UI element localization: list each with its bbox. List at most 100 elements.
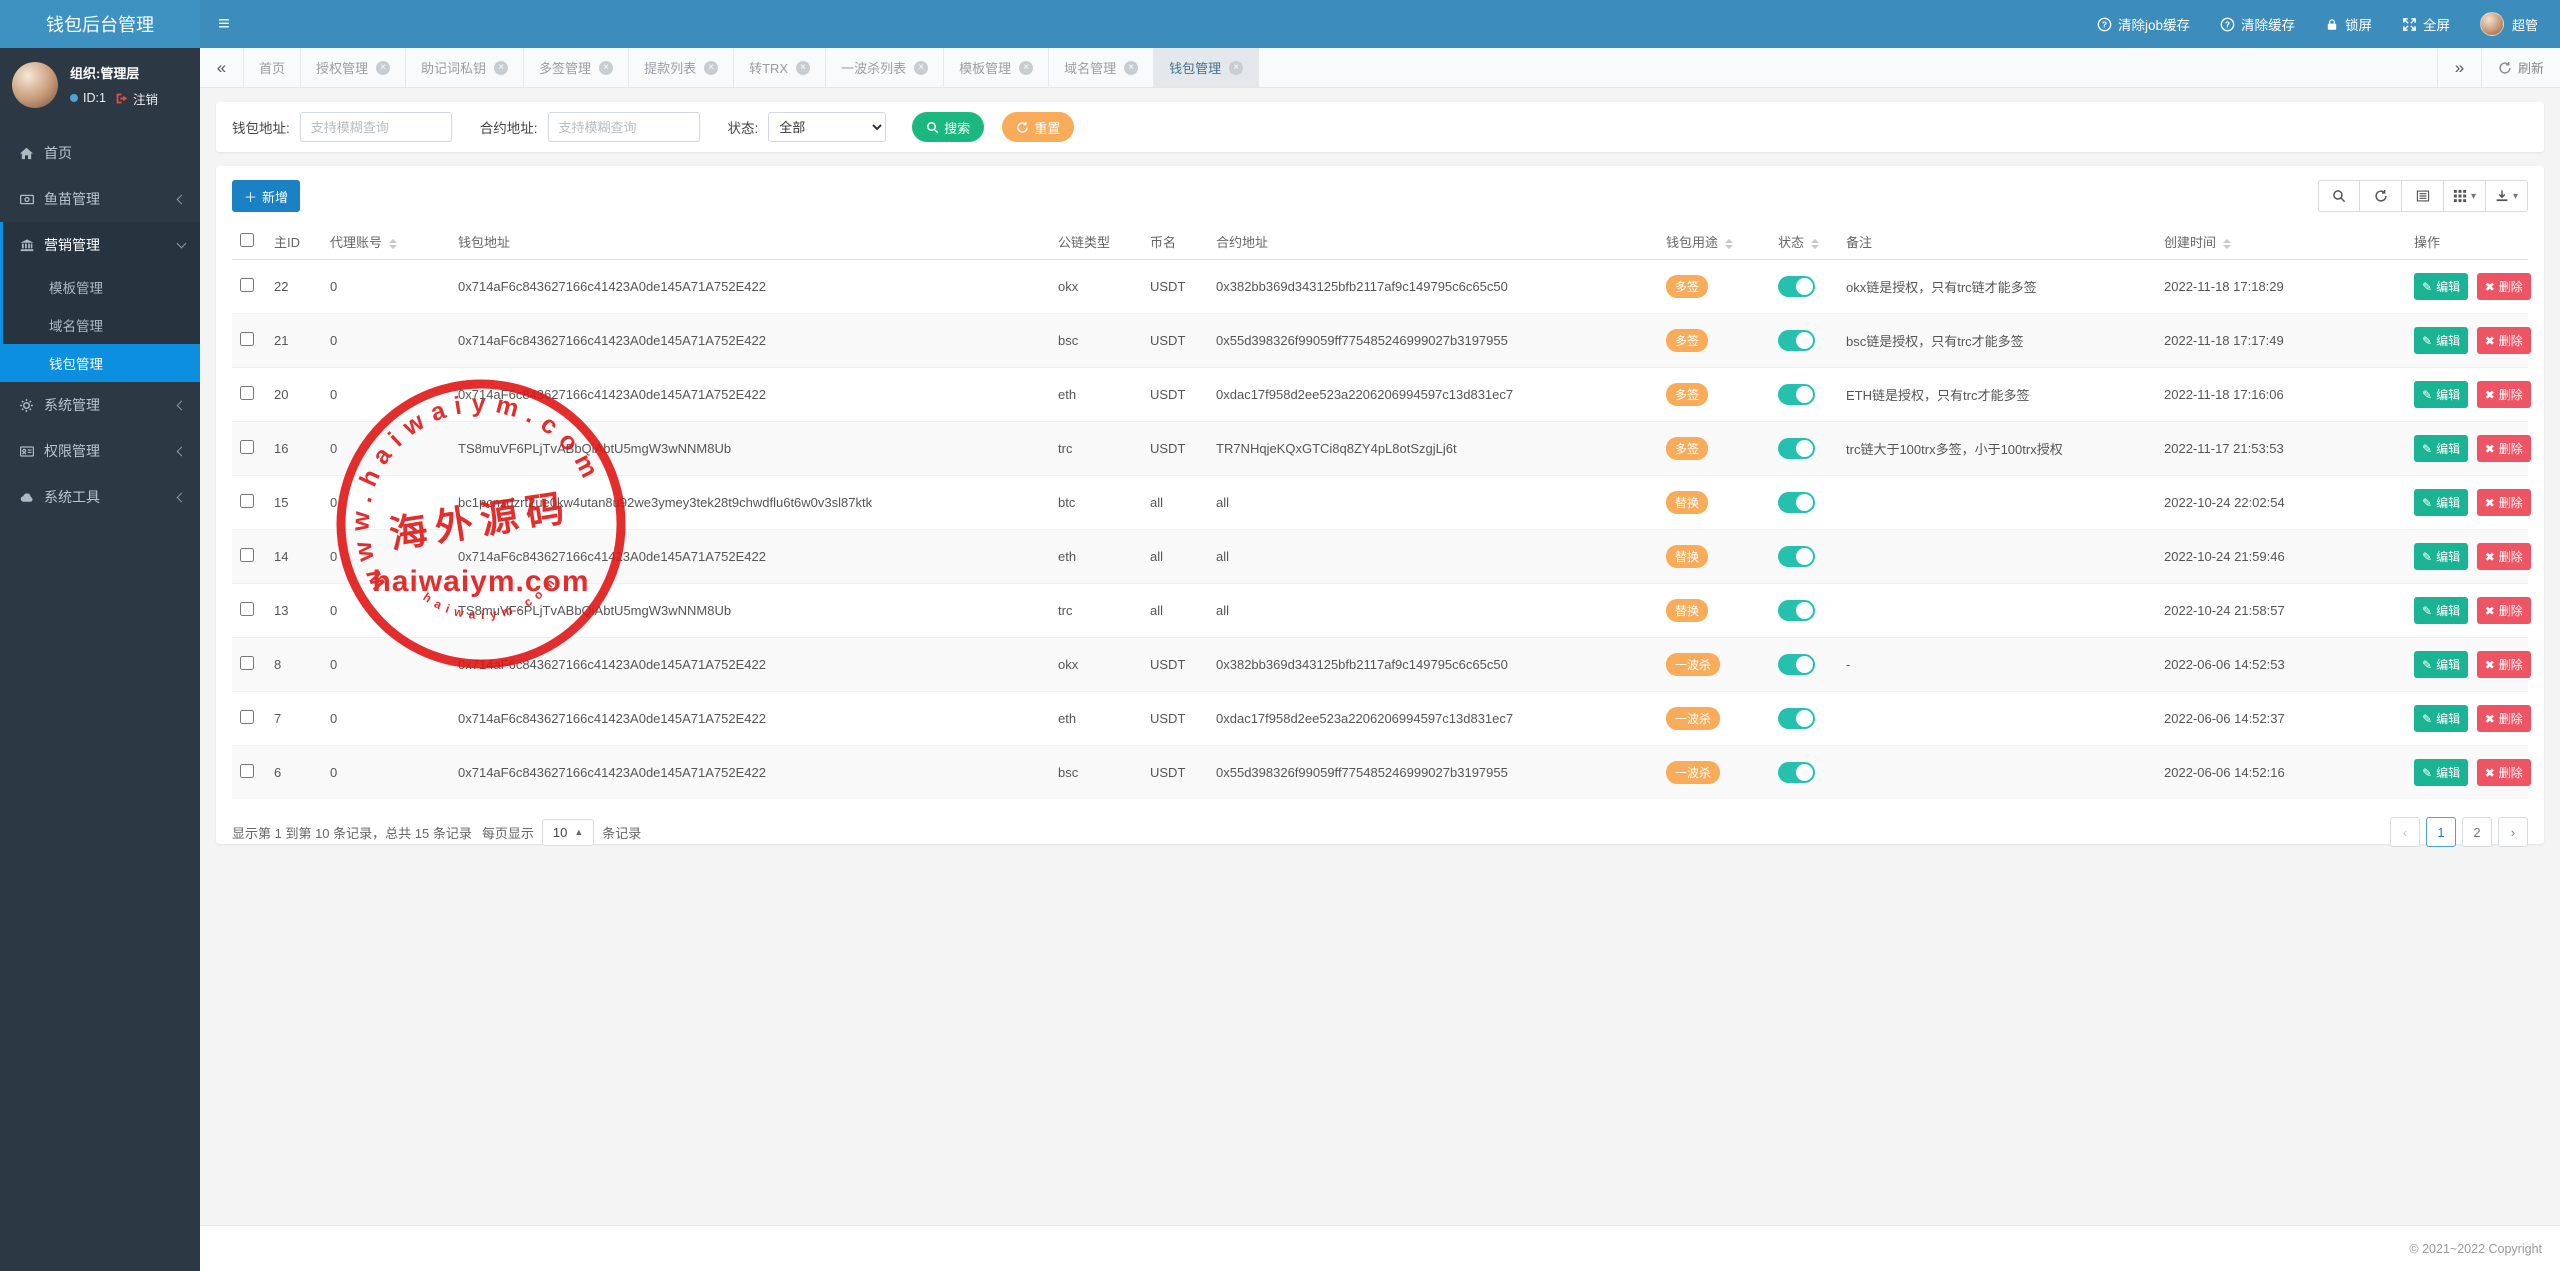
delete-button[interactable]: ✖ 删除 — [2476, 705, 2531, 732]
table-refresh-button[interactable] — [2360, 180, 2402, 212]
tab-close-icon[interactable]: × — [914, 60, 929, 75]
edit-button[interactable]: ✎ 编辑 — [2414, 543, 2469, 570]
edit-button[interactable]: ✎ 编辑 — [2414, 327, 2469, 354]
status-toggle[interactable] — [1778, 384, 1815, 405]
status-select[interactable]: 全部 — [768, 112, 887, 142]
col-agent[interactable]: 代理账号 — [322, 224, 450, 260]
delete-button[interactable]: ✖ 删除 — [2476, 489, 2531, 516]
tab-yibosha-list[interactable]: 一波杀列表 × — [826, 48, 945, 87]
row-checkbox[interactable] — [240, 710, 254, 724]
page-size-dropdown[interactable]: 10 ▲ — [541, 818, 595, 846]
sidebar-item-fry-management[interactable]: 鱼苗管理 — [0, 176, 200, 222]
tab-template-management[interactable]: 模板管理 × — [944, 48, 1050, 87]
select-all-checkbox[interactable] — [240, 233, 254, 247]
delete-button[interactable]: ✖ 删除 — [2476, 381, 2531, 408]
row-checkbox[interactable] — [240, 764, 254, 778]
row-checkbox[interactable] — [240, 656, 254, 670]
tab-mnemonic-keys[interactable]: 助记词私钥 × — [406, 48, 525, 87]
status-toggle[interactable] — [1778, 708, 1815, 729]
tab-wallet-management[interactable]: 钱包管理 × — [1154, 48, 1260, 87]
user-menu[interactable]: 超管 — [2479, 12, 2538, 36]
sidebar-item-permission-management[interactable]: 权限管理 — [0, 428, 200, 474]
status-toggle[interactable] — [1778, 276, 1815, 297]
table-search-button[interactable] — [2318, 180, 2360, 212]
edit-button[interactable]: ✎ 编辑 — [2414, 273, 2469, 300]
delete-button[interactable]: ✖ 删除 — [2476, 759, 2531, 786]
sidebar-item-home[interactable]: 首页 — [0, 130, 200, 176]
edit-button[interactable]: ✎ 编辑 — [2414, 705, 2469, 732]
sidebar-item-wallet-management[interactable]: 钱包管理 — [3, 344, 200, 382]
row-checkbox[interactable] — [240, 548, 254, 562]
page-button-2[interactable]: 2 — [2462, 817, 2492, 847]
edit-button[interactable]: ✎ 编辑 — [2414, 759, 2469, 786]
sidebar-item-template-management[interactable]: 模板管理 — [49, 281, 103, 296]
tab-multisig[interactable]: 多签管理 × — [524, 48, 630, 87]
delete-button[interactable]: ✖ 删除 — [2476, 273, 2531, 300]
tabs-scroll-left-button[interactable]: « — [200, 48, 244, 87]
status-toggle[interactable] — [1778, 546, 1815, 567]
reset-button[interactable]: 重置 — [1002, 112, 1075, 142]
status-toggle[interactable] — [1778, 654, 1815, 675]
delete-button[interactable]: ✖ 删除 — [2476, 651, 2531, 678]
sidebar-item-system-management[interactable]: 系统管理 — [0, 382, 200, 428]
tab-close-icon[interactable]: × — [1229, 60, 1244, 75]
next-page-button[interactable]: › — [2498, 817, 2528, 847]
fullscreen-button[interactable]: 全屏 — [2402, 14, 2450, 34]
delete-button[interactable]: ✖ 删除 — [2476, 597, 2531, 624]
edit-button[interactable]: ✎ 编辑 — [2414, 651, 2469, 678]
edit-button[interactable]: ✎ 编辑 — [2414, 435, 2469, 462]
delete-button[interactable]: ✖ 删除 — [2476, 543, 2531, 570]
page-button-1[interactable]: 1 — [2426, 817, 2456, 847]
tab-authorization[interactable]: 授权管理 × — [301, 48, 407, 87]
status-toggle[interactable] — [1778, 438, 1815, 459]
col-usage[interactable]: 钱包用途 — [1658, 224, 1770, 260]
search-button[interactable]: 搜索 — [912, 112, 985, 142]
row-checkbox[interactable] — [240, 494, 254, 508]
export-button[interactable]: ▾ — [2486, 180, 2528, 212]
status-toggle[interactable] — [1778, 762, 1815, 783]
tab-withdrawal-list[interactable]: 提款列表 × — [629, 48, 735, 87]
status-toggle[interactable] — [1778, 330, 1815, 351]
tab-home[interactable]: 首页 — [244, 48, 302, 87]
delete-button[interactable]: ✖ 删除 — [2476, 327, 2531, 354]
status-toggle[interactable] — [1778, 600, 1815, 621]
tab-domain-management[interactable]: 域名管理 × — [1049, 48, 1155, 87]
sidebar-item-domain-management[interactable]: 域名管理 — [49, 319, 103, 334]
edit-button[interactable]: ✎ 编辑 — [2414, 597, 2469, 624]
row-checkbox[interactable] — [240, 602, 254, 616]
delete-button[interactable]: ✖ 删除 — [2476, 435, 2531, 462]
sidebar-item-system-tools[interactable]: 系统工具 — [0, 474, 200, 520]
row-checkbox[interactable] — [240, 440, 254, 454]
col-created-time[interactable]: 创建时间 — [2156, 224, 2406, 260]
clear-cache-button[interactable]: ? 清除缓存 — [2220, 14, 2295, 34]
row-checkbox[interactable] — [240, 386, 254, 400]
tab-close-icon[interactable]: × — [599, 60, 614, 75]
columns-button[interactable]: ▾ — [2444, 180, 2486, 212]
edit-pencil-icon: ✎ — [2422, 333, 2433, 348]
tab-refresh-button[interactable]: 刷新 — [2480, 48, 2560, 87]
add-button[interactable]: ＋ 新增 — [232, 180, 301, 212]
tab-close-icon[interactable]: × — [1019, 60, 1034, 75]
tab-close-icon[interactable]: × — [494, 60, 509, 75]
prev-page-button[interactable]: ‹ — [2390, 817, 2420, 847]
sidebar-item-marketing[interactable]: 营销管理 — [3, 222, 200, 268]
edit-button[interactable]: ✎ 编辑 — [2414, 489, 2469, 516]
logout-link[interactable]: 注销 — [132, 92, 158, 107]
card-view-button[interactable] — [2402, 180, 2444, 212]
sidebar-toggle-button[interactable]: ≡ — [200, 0, 248, 48]
tab-close-icon[interactable]: × — [704, 60, 719, 75]
tab-close-icon[interactable]: × — [1124, 60, 1139, 75]
tab-transfer-trx[interactable]: 转TRX × — [734, 48, 827, 87]
tabs-scroll-right-button[interactable]: » — [2436, 48, 2481, 87]
lock-screen-button[interactable]: 锁屏 — [2325, 14, 2372, 34]
col-status[interactable]: 状态 — [1770, 224, 1838, 260]
status-toggle[interactable] — [1778, 492, 1815, 513]
row-checkbox[interactable] — [240, 332, 254, 346]
tab-close-icon[interactable]: × — [376, 60, 391, 75]
clear-job-cache-button[interactable]: ? 清除job缓存 — [2097, 14, 2190, 34]
row-checkbox[interactable] — [240, 278, 254, 292]
wallet-address-input[interactable] — [299, 112, 452, 142]
edit-button[interactable]: ✎ 编辑 — [2414, 381, 2469, 408]
tab-close-icon[interactable]: × — [796, 60, 811, 75]
contract-address-input[interactable] — [547, 112, 700, 142]
